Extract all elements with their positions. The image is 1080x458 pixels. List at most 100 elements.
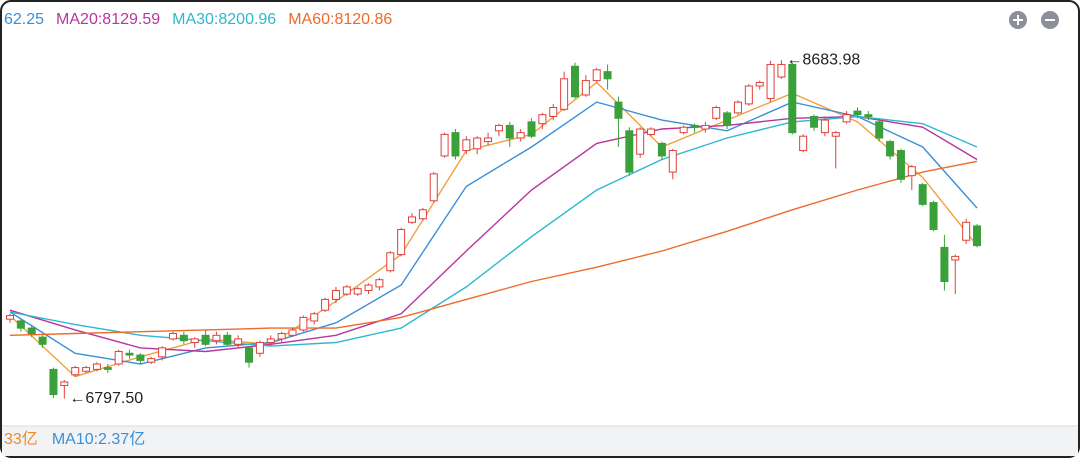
candle-body — [831, 132, 840, 137]
candle-body — [27, 327, 36, 335]
candle-body — [799, 135, 808, 152]
candle-body — [527, 121, 536, 137]
zoom-in[interactable] — [1009, 11, 1027, 29]
candle-body — [733, 101, 742, 114]
volume-label: 33亿 — [4, 430, 38, 448]
candle-body — [896, 150, 905, 180]
candle-body — [266, 338, 275, 343]
candle-body — [516, 132, 525, 139]
candle-body — [853, 110, 862, 116]
candle-body — [668, 150, 677, 173]
candle-body — [71, 367, 80, 376]
candle-body — [755, 81, 764, 87]
candle-body — [114, 350, 123, 365]
candle-body — [484, 137, 493, 143]
candle-body — [690, 124, 699, 128]
ma-line — [9, 101, 978, 365]
candle-body — [473, 137, 482, 150]
candle-body — [929, 202, 938, 230]
candle-body — [777, 63, 786, 78]
candle-body — [549, 107, 558, 117]
candle-body — [397, 228, 406, 256]
candle-body — [592, 69, 601, 82]
candle-body — [168, 333, 177, 340]
candle-body — [277, 333, 286, 340]
candle-body — [940, 246, 949, 283]
candle-body — [353, 288, 362, 295]
volume-label: MA10:2.37亿 — [52, 430, 145, 448]
candle-body — [679, 126, 688, 134]
legend-label: MA30:8200.96 — [172, 11, 276, 28]
ma-line — [9, 81, 978, 378]
candle-body — [212, 334, 221, 342]
candle-body — [505, 124, 514, 139]
candle-body — [657, 142, 666, 157]
candle-body — [364, 284, 373, 291]
candle-body — [429, 173, 438, 202]
candle-body — [766, 63, 775, 100]
candle-body — [842, 114, 851, 123]
candle-body — [158, 347, 167, 358]
candle-body — [201, 334, 210, 345]
candle-body — [538, 114, 547, 125]
candle-body — [603, 71, 612, 80]
candle-body — [701, 124, 710, 130]
candle-body — [951, 255, 960, 261]
candle-body — [570, 65, 579, 98]
candle-body — [342, 286, 351, 295]
candle-body — [386, 252, 395, 272]
candle-body — [440, 133, 449, 157]
candle-body — [190, 338, 199, 343]
candle-body — [16, 320, 25, 329]
candle-body — [245, 347, 254, 363]
zoom-out[interactable] — [1041, 11, 1059, 29]
candle-body — [255, 341, 264, 354]
candle-body — [636, 128, 645, 155]
annotation: ←8683.98 — [786, 51, 860, 68]
candle-body — [38, 336, 47, 345]
candle-body — [973, 225, 981, 247]
candle-body — [864, 114, 873, 117]
candle-body — [581, 80, 590, 96]
candle-body — [875, 121, 884, 139]
candle-body — [560, 78, 569, 110]
candle-body — [125, 352, 134, 356]
ma-line — [9, 160, 978, 336]
candle-body — [60, 381, 69, 387]
bottom-bar — [2, 426, 1078, 456]
candle-body — [918, 184, 927, 205]
candle-body — [6, 315, 14, 320]
candle-body — [625, 130, 634, 173]
candle-body — [962, 221, 971, 241]
candle-body — [647, 128, 656, 135]
candle-body — [49, 368, 58, 396]
candle-body — [788, 63, 797, 134]
candle-body — [462, 139, 471, 152]
candle-body — [92, 363, 101, 370]
candle-body — [288, 329, 297, 336]
candle-body — [103, 367, 112, 370]
legend-label: MA60:8120.86 — [288, 11, 392, 28]
candle-body — [810, 115, 819, 128]
candle-body — [820, 119, 829, 134]
candle-body — [451, 132, 460, 157]
candle-body — [744, 85, 753, 105]
candle-body — [136, 354, 145, 361]
candle-body — [299, 316, 308, 331]
candle-body — [321, 298, 330, 311]
candle-body — [614, 101, 623, 119]
candle-body — [408, 216, 417, 223]
candle-body — [723, 112, 732, 126]
candle-body — [331, 289, 340, 300]
candle-body — [494, 124, 503, 132]
candle-body — [82, 367, 91, 372]
annotation: ←6797.50 — [69, 390, 143, 407]
candle-body — [310, 313, 319, 322]
candle-body — [147, 358, 156, 363]
candle-body — [179, 334, 188, 342]
candle-body — [907, 166, 916, 177]
candle-body — [234, 338, 243, 345]
candle-body — [375, 279, 384, 288]
legend-label: MA20:8129.59 — [56, 11, 160, 28]
